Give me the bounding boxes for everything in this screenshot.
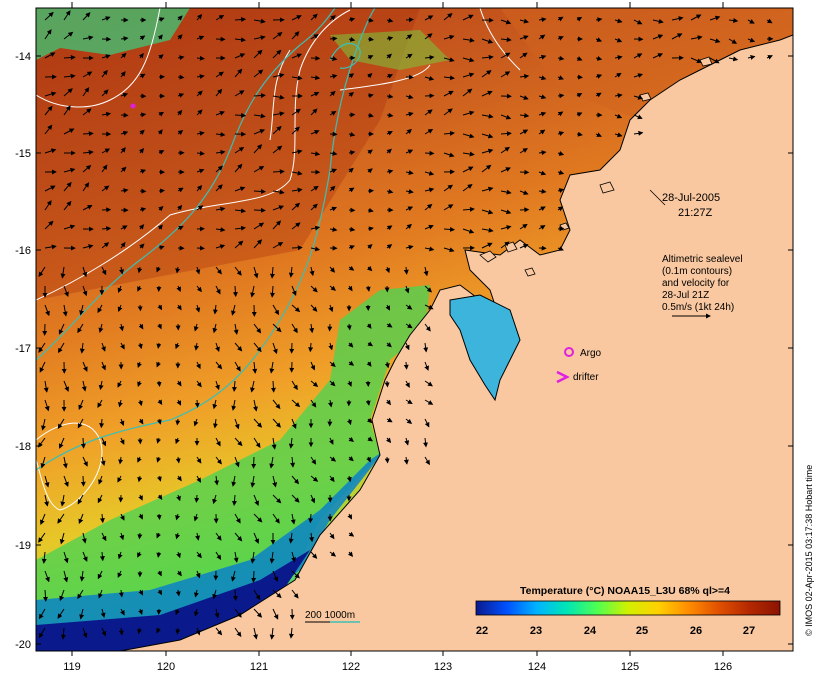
colorbar-tick-label: 27 [743, 625, 755, 637]
latitude-tick-label: -18 [15, 441, 31, 453]
velocity-arrow [177, 419, 178, 425]
velocity-arrow [368, 39, 373, 40]
velocity-arrow [101, 419, 102, 427]
velocity-arrow [102, 228, 110, 229]
velocity-arrow [254, 95, 265, 96]
velocity-arrow [235, 115, 245, 116]
latitude-tick-label: -16 [15, 245, 31, 257]
colorbar-tick-label: 26 [690, 625, 702, 637]
velocity-arrow [558, 95, 563, 96]
argo-float-marker [131, 104, 136, 109]
velocity-arrow [330, 38, 337, 39]
velocity-arrow [425, 153, 434, 154]
velocity-arrow [387, 457, 388, 463]
drifter-label: drifter [573, 372, 599, 383]
velocity-arrow [254, 457, 255, 468]
velocity-arrow [406, 267, 407, 274]
velocity-arrow [406, 20, 413, 21]
velocity-arrow [83, 476, 84, 486]
legend-line-3: and velocity for [662, 278, 730, 289]
colorbar-tick-label: 22 [476, 625, 488, 637]
velocity-arrow [159, 191, 164, 192]
longitude-tick-label: 122 [342, 661, 360, 673]
velocity-arrow [177, 628, 178, 634]
date-label: 28-Jul-2005 [662, 192, 720, 204]
velocity-arrow [444, 229, 454, 230]
latitude-tick-label: -14 [15, 51, 31, 63]
colorbar-tick-label: 24 [584, 625, 597, 637]
longitude-tick-label: 124 [528, 661, 546, 673]
legend-line-4: 28-Jul 21Z [662, 290, 709, 301]
velocity-arrow [178, 77, 184, 78]
isobath-label: 200 1000m [305, 610, 355, 621]
velocity-arrow [83, 438, 84, 448]
velocity-arrow [558, 228, 563, 229]
velocity-arrow [406, 362, 407, 369]
colorbar-tick-label: 23 [530, 625, 542, 637]
velocity-arrow [197, 400, 198, 407]
velocity-arrow [254, 191, 265, 192]
velocity-arrow [310, 514, 311, 522]
longitude-tick-label: 119 [63, 661, 81, 673]
longitude-tick-label: 123 [434, 661, 452, 673]
isobath-legend: 200 1000m [305, 610, 360, 622]
velocity-arrow [159, 514, 160, 519]
longitude-tick-label: 125 [621, 661, 639, 673]
velocity-arrow [273, 381, 274, 392]
side-credit: © IMOS 02-Apr-2015 03:17:38 Hobart time [804, 465, 814, 636]
latitude-tick-label: -19 [15, 540, 31, 552]
colorbar-tick-label: 25 [636, 625, 648, 637]
time-label: 21:27Z [678, 207, 713, 219]
velocity-arrow [292, 248, 302, 249]
velocity-arrow [310, 343, 311, 351]
velocity-arrow [235, 590, 236, 600]
velocity-arrow [273, 171, 284, 172]
longitude-tick-label: 121 [250, 661, 268, 673]
map-area: 28-Jul-2005 21:27Z Altimetric sealevel (… [36, 8, 793, 651]
velocity-arrow [254, 210, 265, 211]
velocity-arrow [235, 286, 236, 296]
latitude-tick-label: -20 [15, 639, 31, 651]
colorbar-title: Temperature (°C) NOAA15_L3U 68% ql>=4 [520, 585, 730, 597]
latitude-tick-label: -15 [15, 148, 31, 160]
colorbar-gradient [476, 601, 780, 615]
velocity-arrow [83, 133, 93, 134]
legend-line-5: 0.5m/s (1kt 24h) [662, 302, 734, 313]
legend-line-1: Altimetric sealevel [662, 254, 743, 265]
longitude-tick-label: 120 [157, 661, 175, 673]
legend-line-2: (0.1m contours) [662, 266, 732, 277]
velocity-arrow [139, 533, 140, 538]
velocity-arrow [140, 305, 141, 310]
velocity-arrow [140, 114, 145, 115]
velocity-arrow [196, 495, 197, 502]
velocity-arrow [197, 58, 204, 59]
velocity-arrow [253, 571, 254, 582]
velocity-arrow [501, 133, 511, 134]
longitude-tick-label: 126 [714, 661, 732, 673]
argo-label: Argo [580, 348, 602, 359]
velocity-arrow [159, 381, 160, 386]
latitude-tick-label: -17 [15, 343, 31, 355]
velocity-arrow [387, 381, 388, 387]
